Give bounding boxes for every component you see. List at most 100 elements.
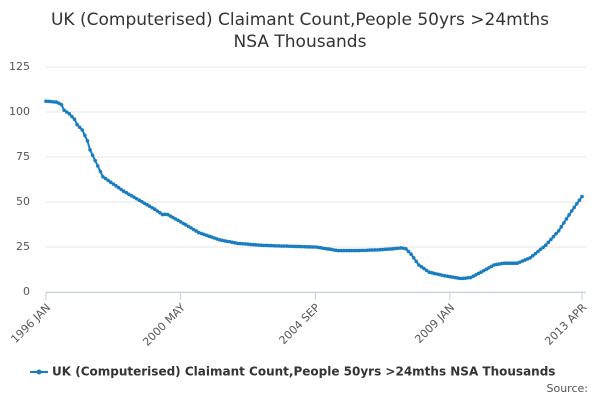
- data-point: [264, 243, 268, 248]
- data-point: [549, 237, 553, 242]
- data-point: [310, 245, 315, 249]
- data-point: [116, 185, 121, 190]
- data-point: [256, 243, 261, 247]
- data-point: [70, 114, 74, 119]
- data-point: [344, 248, 349, 253]
- data-point: [279, 244, 284, 248]
- legend-label: UK (Computerised) Claimant Count,People …: [52, 365, 555, 379]
- y-tick-label: 25: [16, 240, 30, 253]
- data-point: [543, 243, 548, 247]
- data-point: [360, 248, 364, 253]
- data-point: [406, 249, 411, 254]
- data-point: [297, 244, 302, 249]
- data-point: [266, 243, 271, 248]
- data-point: [580, 194, 584, 199]
- data-point: [95, 164, 100, 168]
- data-point: [336, 248, 341, 253]
- series-line: [45, 100, 583, 280]
- data-point: [354, 248, 359, 253]
- data-point: [502, 261, 507, 266]
- data-point: [393, 246, 398, 251]
- data-point: [259, 243, 263, 247]
- data-point: [238, 241, 243, 246]
- data-point: [132, 195, 136, 199]
- data-point: [253, 243, 258, 247]
- data-point: [178, 220, 183, 224]
- data-point: [308, 245, 312, 249]
- data-point: [282, 244, 287, 248]
- data-point: [77, 125, 82, 130]
- data-point: [411, 255, 416, 260]
- data-point: [409, 252, 413, 256]
- x-tick-label: 2013 APR: [542, 301, 589, 348]
- data-point: [80, 128, 85, 132]
- data-point: [362, 248, 367, 253]
- data-point: [243, 242, 248, 246]
- data-point: [44, 99, 48, 103]
- data-point: [285, 244, 289, 248]
- data-point: [375, 248, 380, 252]
- x-tick-label: 2004 SEP: [277, 301, 323, 347]
- data-point: [248, 242, 253, 247]
- data-point: [554, 231, 558, 236]
- y-tick-label: 100: [9, 105, 30, 118]
- data-point: [419, 265, 424, 269]
- data-point: [339, 248, 343, 253]
- data-point: [103, 176, 108, 181]
- data-point: [64, 110, 69, 114]
- data-point: [235, 241, 240, 246]
- data-point: [158, 211, 162, 215]
- y-tick-label: 0: [23, 285, 30, 298]
- data-point: [458, 276, 463, 281]
- data-point: [538, 247, 543, 252]
- data-point: [114, 184, 118, 188]
- data-point: [531, 253, 535, 258]
- data-point: [569, 209, 574, 213]
- x-tick-label: 2009 JAN: [412, 301, 457, 346]
- data-point: [562, 221, 566, 225]
- data-point: [564, 217, 569, 221]
- data-point: [341, 248, 346, 253]
- data-point: [417, 263, 421, 267]
- x-tick-label: 2000 MAY: [140, 301, 188, 349]
- data-point: [189, 226, 193, 230]
- data-point: [567, 213, 571, 217]
- data-point: [378, 247, 382, 252]
- data-point: [352, 248, 356, 253]
- data-point: [46, 99, 51, 104]
- data-point: [85, 139, 90, 143]
- data-point: [93, 158, 97, 163]
- data-point: [290, 244, 294, 249]
- data-point: [505, 261, 509, 266]
- data-point: [51, 100, 56, 104]
- data-point: [108, 180, 113, 184]
- data-point: [106, 178, 110, 183]
- data-point: [155, 209, 160, 213]
- chart-title: NSA Thousands: [234, 32, 367, 52]
- legend-marker: [36, 369, 42, 375]
- data-point: [507, 261, 512, 266]
- data-point: [251, 242, 255, 247]
- data-point: [184, 223, 188, 227]
- data-point: [83, 133, 87, 138]
- data-point: [556, 229, 561, 233]
- data-point: [424, 268, 429, 273]
- data-point: [388, 247, 393, 251]
- data-point: [72, 117, 77, 121]
- source: Source:: [547, 382, 589, 395]
- data-point: [98, 169, 103, 174]
- data-point: [512, 261, 517, 266]
- data-point: [559, 225, 564, 229]
- data-point: [541, 245, 545, 250]
- data-point: [274, 244, 279, 248]
- data-point: [422, 266, 426, 271]
- data-point: [414, 259, 419, 264]
- data-point: [152, 207, 157, 211]
- data-point: [88, 148, 92, 152]
- data-point: [124, 190, 129, 195]
- data-point: [575, 202, 579, 206]
- data-point: [67, 112, 72, 116]
- data-point: [62, 108, 66, 112]
- data-point: [90, 153, 95, 157]
